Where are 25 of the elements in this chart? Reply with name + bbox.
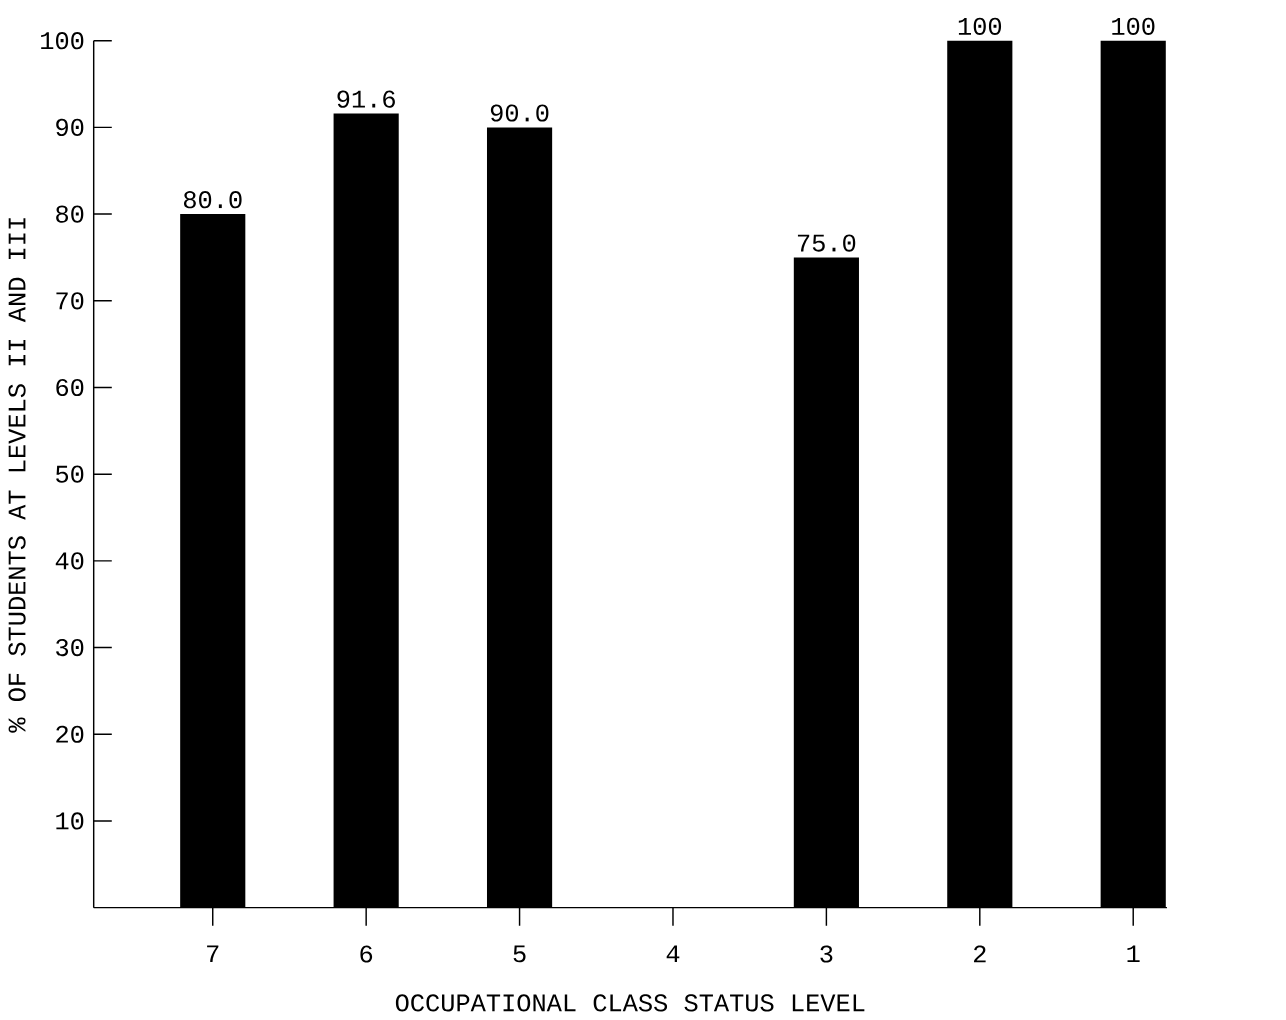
x-tick-label: 2	[973, 945, 986, 963]
y-tick-label: 60	[56, 378, 84, 397]
x-tick-label: 7	[207, 945, 219, 963]
y-tick-label: 30	[56, 638, 84, 657]
x-tick-label: 5	[513, 945, 526, 963]
y-tick-label: 80	[56, 205, 84, 223]
data-label: 100	[1112, 17, 1155, 35]
data-label: 91.6	[337, 90, 395, 108]
data-label: 75.0	[797, 234, 856, 252]
data-label: 80.0	[183, 191, 242, 209]
y-axis-title: % OF STUDENTS AT LEVELS II AND III	[8, 218, 26, 733]
y-tick-label: 20	[56, 725, 84, 743]
x-tick-label: 6	[360, 945, 373, 963]
y-tick-label: 70	[56, 292, 84, 310]
y-tick-label: 50	[56, 465, 84, 483]
x-axis-title: OCCUPATIONAL CLASS STATUS LEVEL	[395, 994, 865, 1012]
y-tick-label: 100	[41, 32, 84, 50]
data-label: 90.0	[490, 104, 549, 122]
y-tick-label: 90	[56, 118, 84, 137]
y-tick-label: 40	[55, 552, 84, 570]
x-tick-label: 4	[666, 945, 680, 963]
x-tick-label: 1	[1127, 945, 1140, 963]
y-tick-label: 10	[56, 812, 84, 830]
data-label: 100	[958, 17, 1002, 35]
x-tick-label: 3	[820, 945, 833, 963]
